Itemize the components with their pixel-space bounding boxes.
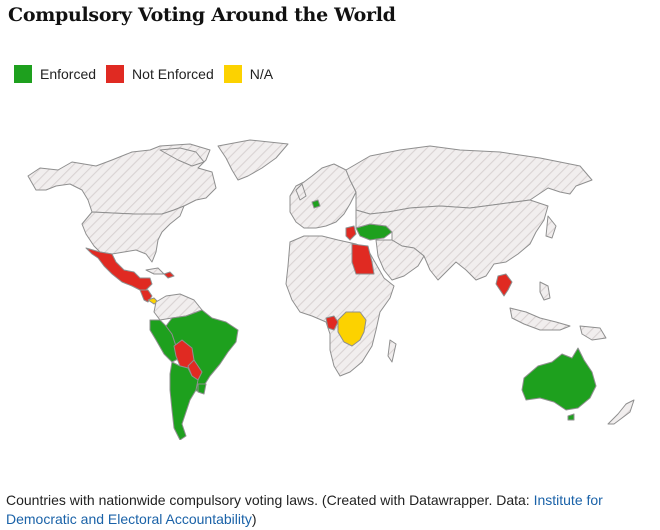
swatch-enforced <box>14 65 32 83</box>
country-russia[interactable] <box>345 145 593 215</box>
country-usa[interactable] <box>81 205 185 263</box>
caption-text: Countries with nationwide compulsory vot… <box>6 492 534 508</box>
island-japan[interactable] <box>545 215 557 239</box>
legend-item-not-enforced[interactable]: Not Enforced <box>106 65 214 83</box>
country-dr-congo[interactable] <box>337 311 367 347</box>
legend-label: Enforced <box>40 66 97 82</box>
country-thailand[interactable] <box>495 273 513 297</box>
region-indonesia[interactable] <box>509 307 571 331</box>
island-greenland[interactable] <box>217 139 289 181</box>
island-tasmania[interactable] <box>567 413 575 421</box>
map-title: Compulsory Voting Around the World <box>8 4 396 26</box>
country-australia[interactable] <box>521 347 597 411</box>
island-baffin[interactable] <box>159 147 205 167</box>
island-madagascar[interactable] <box>387 339 397 363</box>
country-greece[interactable] <box>345 225 357 241</box>
region-middle-east[interactable] <box>375 239 425 281</box>
region-philippines[interactable] <box>539 281 551 301</box>
source-link[interactable]: Institute for Democratic and Electoral A… <box>6 492 603 527</box>
legend-label: N/A <box>249 66 274 82</box>
caption: Countries with nationwide compulsory vot… <box>6 491 656 529</box>
country-gabon[interactable] <box>325 315 339 331</box>
legend-label: Not Enforced <box>132 66 214 82</box>
island-cuba[interactable] <box>145 267 165 275</box>
country-dominican-republic[interactable] <box>163 271 175 279</box>
country-egypt[interactable] <box>351 243 375 275</box>
country-belgium[interactable] <box>311 199 321 209</box>
swatch-na <box>223 65 242 83</box>
legend: Enforced Not Enforced N/A <box>14 65 283 83</box>
world-map <box>27 139 635 440</box>
swatch-not-enforced <box>106 65 125 83</box>
island-uk[interactable] <box>295 183 307 201</box>
caption-end: ) <box>251 511 257 527</box>
country-new-zealand[interactable] <box>607 399 635 425</box>
country-argentina-chile[interactable] <box>169 361 199 440</box>
legend-item-enforced[interactable]: Enforced <box>14 65 96 83</box>
island-new-guinea[interactable] <box>579 325 607 341</box>
country-uruguay[interactable] <box>197 383 207 395</box>
country-mexico[interactable] <box>85 247 153 291</box>
legend-item-na[interactable]: N/A <box>223 65 274 83</box>
region-africa[interactable] <box>285 235 395 377</box>
region-europe[interactable] <box>289 163 357 229</box>
country-canada[interactable] <box>27 143 217 215</box>
